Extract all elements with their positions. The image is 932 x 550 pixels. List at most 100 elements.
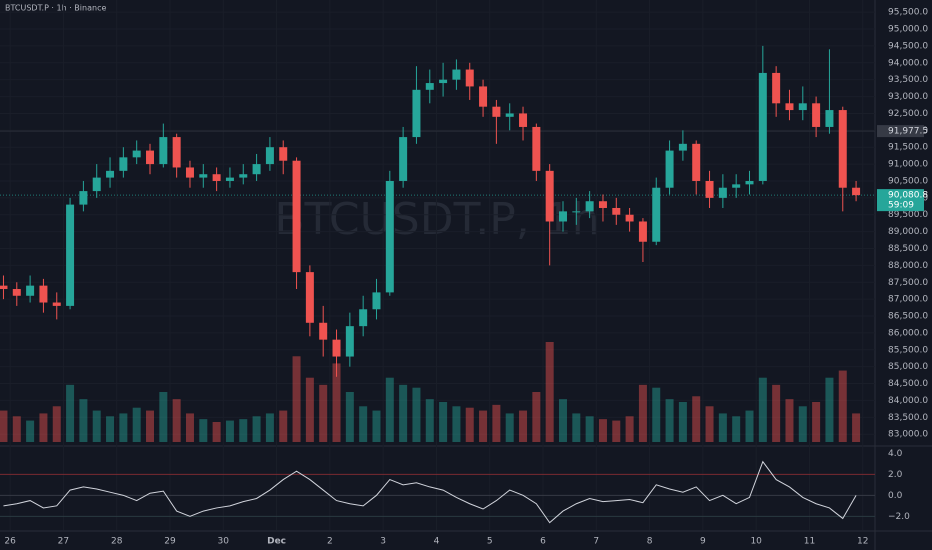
volume-bar bbox=[359, 406, 368, 442]
volume-bar bbox=[665, 399, 674, 442]
volume-bar bbox=[812, 402, 821, 442]
volume-bar bbox=[598, 419, 607, 442]
candle-body bbox=[159, 137, 168, 165]
y-tick-label: 86,500.0 bbox=[888, 312, 928, 322]
x-tick-label: 30 bbox=[218, 537, 230, 547]
candle-body bbox=[279, 147, 288, 161]
candle-body bbox=[612, 207, 621, 215]
candle-body bbox=[678, 143, 687, 151]
candle-body bbox=[598, 201, 607, 208]
x-tick-label: 8 bbox=[647, 537, 653, 547]
candle-body bbox=[772, 72, 781, 104]
y2-tick-label: 0.0 bbox=[888, 491, 903, 501]
y-tick-label: 90,500.0 bbox=[888, 176, 928, 186]
volume-bar bbox=[52, 406, 61, 442]
candle-body bbox=[345, 326, 354, 357]
last-price-label: 90,080.8 bbox=[888, 191, 928, 201]
candle-body bbox=[119, 157, 128, 171]
volume-bar bbox=[638, 384, 647, 442]
volume-bar bbox=[265, 413, 274, 442]
volume-bar bbox=[146, 410, 155, 442]
candle-body bbox=[292, 160, 301, 273]
candle-body bbox=[252, 164, 261, 175]
volume-bar bbox=[718, 413, 727, 442]
volume-bar bbox=[772, 384, 781, 442]
x-tick-label: 26 bbox=[4, 537, 16, 547]
y-tick-label: 95,500.0 bbox=[888, 8, 928, 18]
candle-body bbox=[838, 110, 847, 188]
candle-body bbox=[305, 272, 314, 323]
last-price-badge bbox=[877, 189, 924, 212]
y-tick-label: 93,000.0 bbox=[888, 92, 928, 102]
volume-bar bbox=[119, 413, 128, 442]
volume-bar bbox=[758, 377, 767, 442]
candle-body bbox=[745, 180, 754, 185]
volume-bar bbox=[92, 410, 101, 442]
candle-body bbox=[785, 103, 794, 111]
volume-bar bbox=[279, 410, 288, 442]
volume-bar bbox=[106, 416, 115, 442]
volume-bar bbox=[505, 413, 514, 442]
volume-bar bbox=[532, 392, 541, 442]
volume-bar bbox=[225, 420, 234, 442]
volume-bar bbox=[399, 384, 408, 442]
volume-bar bbox=[319, 384, 328, 442]
volume-bar bbox=[465, 407, 474, 442]
candle-body bbox=[638, 221, 647, 242]
volume-bar bbox=[412, 387, 421, 442]
candle-body bbox=[825, 110, 834, 127]
y-tick-label: 89,000.0 bbox=[888, 227, 928, 237]
x-tick-label: 5 bbox=[487, 537, 493, 547]
volume-bar bbox=[12, 416, 21, 442]
x-tick-label: 28 bbox=[111, 537, 123, 547]
candle-body bbox=[0, 285, 8, 290]
candle-body bbox=[439, 79, 448, 84]
volume-bar bbox=[572, 413, 581, 442]
volume-bar bbox=[425, 399, 434, 442]
x-tick-label: Dec bbox=[267, 537, 286, 547]
volume-bar bbox=[159, 392, 168, 442]
candle-body bbox=[132, 150, 141, 158]
volume-bar bbox=[612, 420, 621, 442]
volume-bar bbox=[66, 384, 75, 442]
candle-body bbox=[39, 285, 48, 303]
volume-bar bbox=[558, 399, 567, 442]
volume-bar bbox=[39, 413, 48, 442]
candle-body bbox=[12, 289, 21, 296]
volume-bar bbox=[452, 406, 461, 442]
volume-bar bbox=[652, 387, 661, 442]
candle-body bbox=[265, 147, 274, 165]
x-tick-label: 27 bbox=[58, 537, 69, 547]
candle-body bbox=[212, 174, 221, 181]
volume-bar bbox=[26, 420, 35, 442]
candle-body bbox=[665, 150, 674, 188]
y-tick-label: 92,500.0 bbox=[888, 109, 928, 119]
candle-body bbox=[452, 69, 461, 80]
volume-bar bbox=[79, 399, 88, 442]
y-tick-label: 86,000.0 bbox=[888, 328, 928, 338]
volume-bar bbox=[692, 396, 701, 442]
candle-body bbox=[798, 103, 807, 111]
candle-body bbox=[532, 126, 541, 171]
y-tick-label: 94,500.0 bbox=[888, 41, 928, 51]
volume-bar bbox=[132, 407, 141, 442]
volume-bar bbox=[345, 392, 354, 442]
candle-body bbox=[852, 187, 861, 196]
chart-title: BTCUSDT.P · 1h · Binance bbox=[5, 4, 106, 13]
volume-bar bbox=[705, 406, 714, 442]
candle-body bbox=[732, 184, 741, 188]
volume-bar bbox=[332, 363, 341, 442]
x-tick-label: 12 bbox=[857, 537, 868, 547]
volume-bar bbox=[585, 416, 594, 442]
volume-bar bbox=[0, 410, 8, 442]
volume-bar bbox=[185, 413, 194, 442]
candle-body bbox=[359, 309, 368, 327]
candle-body bbox=[172, 137, 181, 168]
volume-bar bbox=[732, 416, 741, 442]
candle-body bbox=[505, 113, 514, 117]
candle-body bbox=[572, 211, 581, 213]
candle-body bbox=[185, 167, 194, 178]
candle-body bbox=[66, 204, 75, 306]
volume-bar bbox=[479, 410, 488, 442]
y-tick-label: 84,500.0 bbox=[888, 379, 928, 389]
